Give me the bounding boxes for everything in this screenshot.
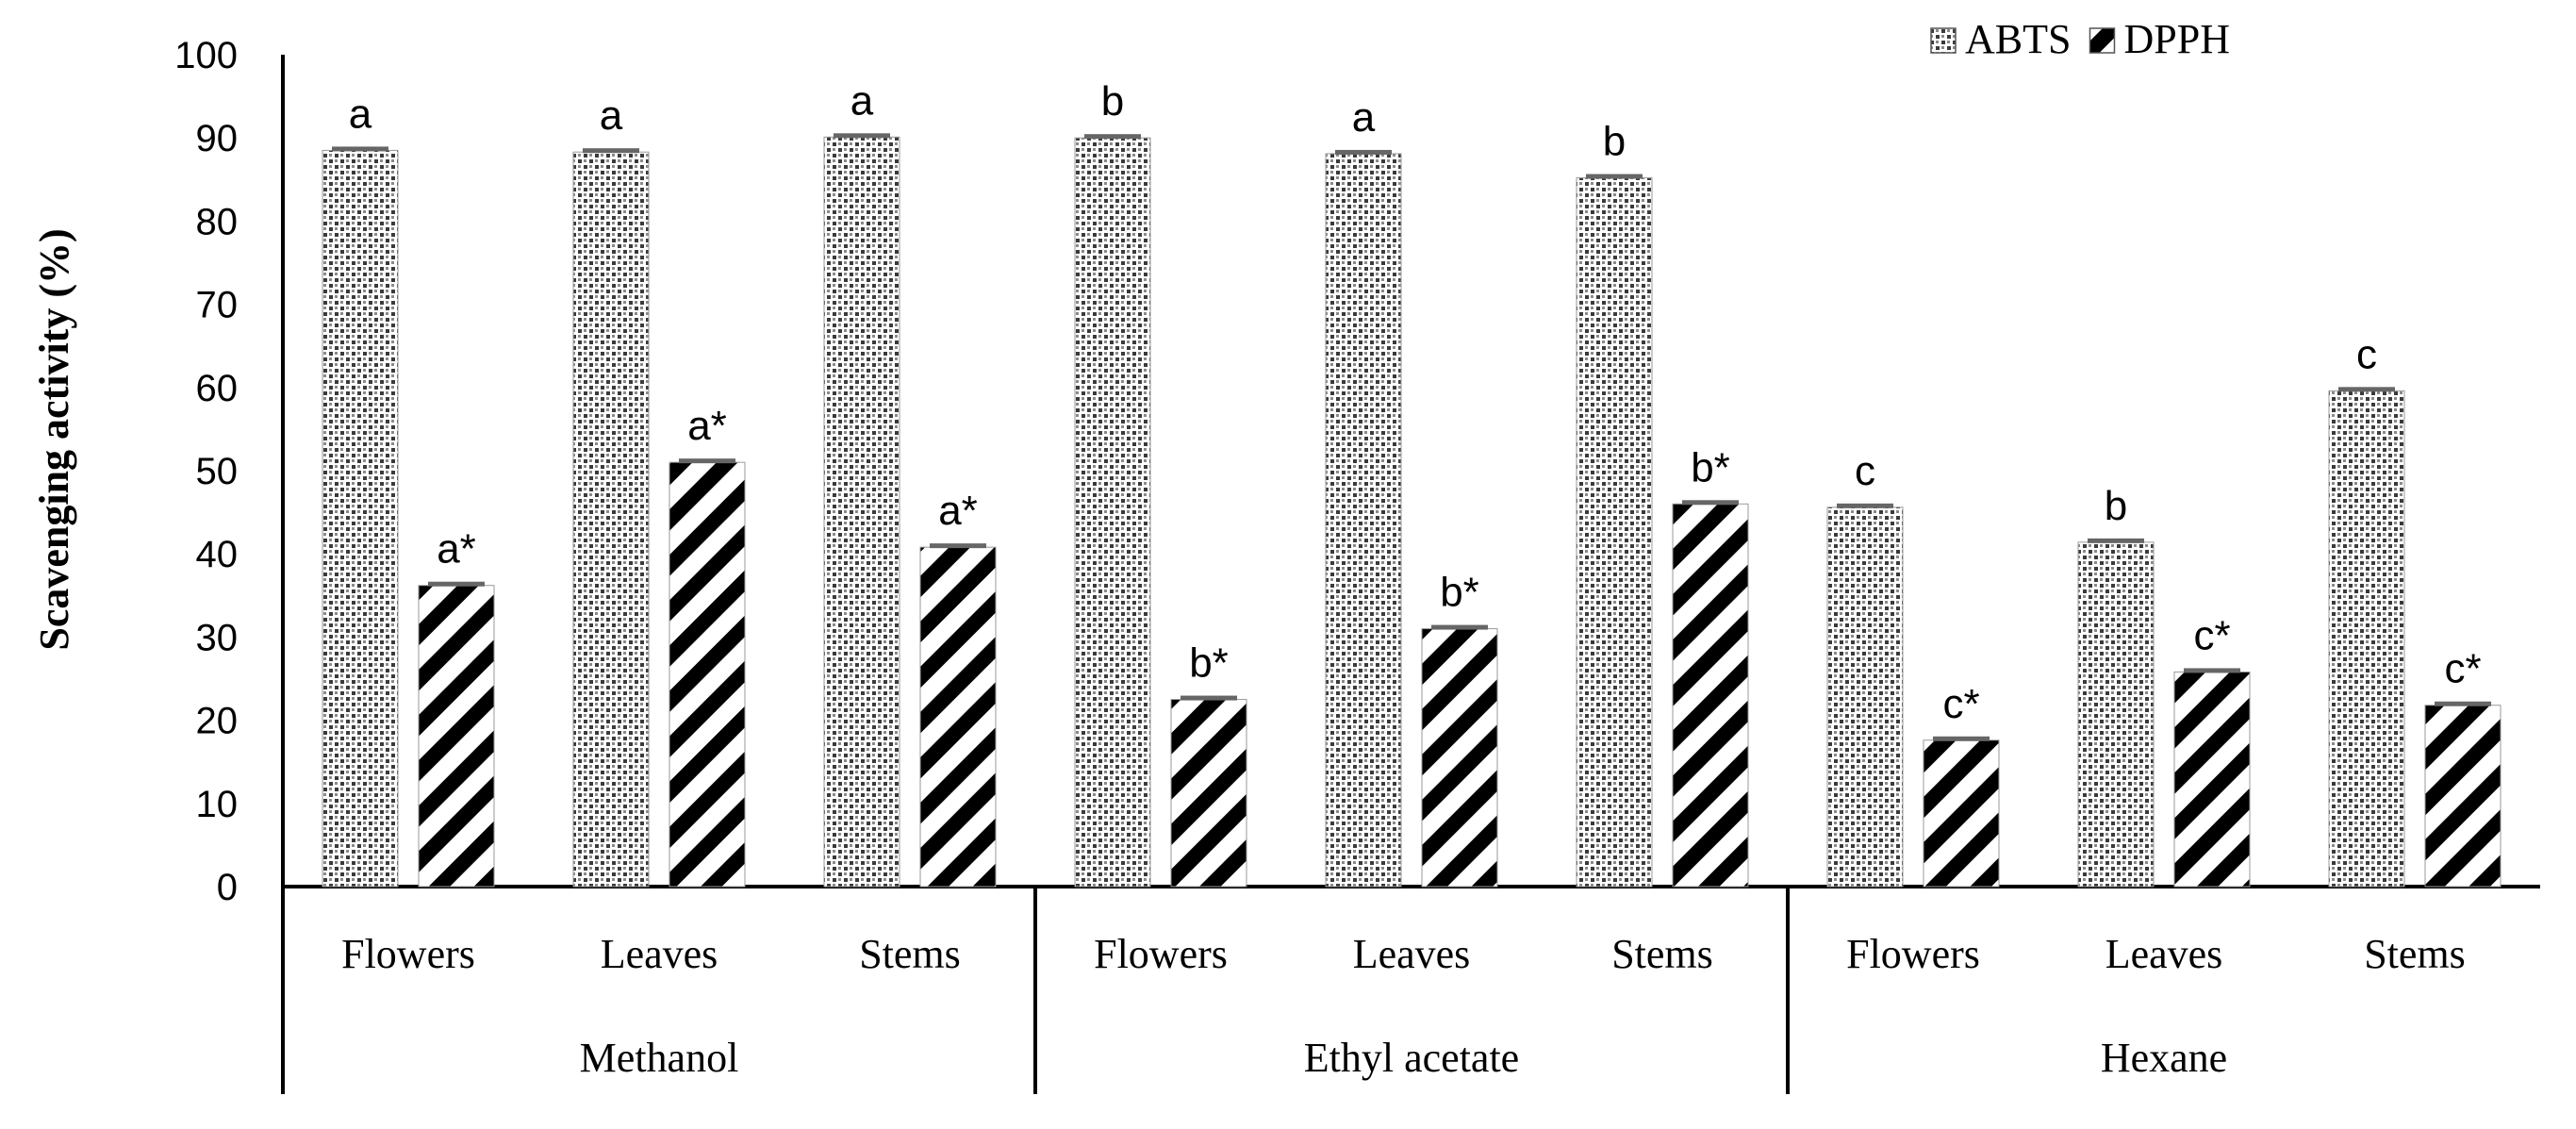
dpph-bar — [1421, 628, 1498, 888]
legend-label-dpph: DPPH — [2123, 16, 2230, 62]
legend-swatch-abts — [1930, 27, 1957, 54]
error-bar-cap — [679, 458, 735, 464]
significance-letter: a — [1352, 94, 1376, 141]
y-tick-label: 80 — [196, 201, 239, 242]
dpph-bar — [418, 585, 495, 888]
significance-letter: a* — [938, 488, 978, 534]
y-axis-label: Scavenging activity (%) — [31, 228, 77, 650]
significance-letter: a* — [437, 526, 476, 573]
dpph-bar — [1923, 739, 2000, 888]
category-label: Flowers — [1846, 931, 1980, 977]
dpph-bar — [919, 546, 997, 888]
category-label: Flowers — [1094, 931, 1228, 977]
abts-bar — [1325, 153, 1402, 888]
significance-letter: b* — [1691, 444, 1730, 490]
y-tick-label: 10 — [196, 784, 239, 825]
significance-letter: c — [1855, 448, 1875, 494]
y-tick-label: 0 — [217, 867, 238, 908]
significance-letter: a* — [687, 403, 727, 449]
abts-bar — [2077, 541, 2155, 888]
error-bar-cap — [2435, 701, 2491, 706]
error-bar-cap — [1682, 500, 1739, 506]
category-label: Leaves — [1353, 931, 1471, 977]
y-tick-label: 20 — [196, 701, 239, 742]
abts-bar — [1074, 137, 1151, 888]
significance-letter: c* — [2444, 646, 2481, 692]
significance-letters: a a* a a* a a* b b* a b* b b* c c* b c* c c* — [349, 77, 2482, 726]
group-label: Methanol — [580, 1035, 739, 1081]
significance-letter: b — [1603, 119, 1626, 165]
category-label: Flowers — [341, 931, 475, 977]
group-label: Hexane — [2101, 1035, 2227, 1081]
significance-letter: b — [2105, 483, 2127, 529]
error-bar-cap — [1837, 503, 1893, 508]
significance-letter: a — [349, 91, 372, 137]
dpph-bar — [2424, 705, 2502, 888]
significance-letter: c — [2356, 331, 2377, 377]
y-tick-label: 60 — [196, 368, 239, 409]
category-label: Stems — [2364, 931, 2466, 977]
significance-letter: a — [850, 77, 874, 124]
error-bar-cap — [930, 543, 986, 549]
category-label: Stems — [1611, 931, 1713, 977]
significance-letter: c* — [2193, 612, 2230, 658]
error-bar-cap — [332, 146, 388, 152]
significance-letter: a — [600, 92, 623, 139]
dpph-bar — [1672, 503, 1749, 888]
abts-bar — [1576, 177, 1653, 888]
bars — [322, 133, 2502, 888]
category-label: Stems — [859, 931, 961, 977]
significance-letter: c* — [1942, 681, 1979, 727]
error-bar-cap — [2088, 538, 2144, 543]
error-bar-cap — [2338, 387, 2395, 392]
legend: ABTS DPPH — [1930, 16, 2230, 62]
abts-bar — [2328, 390, 2405, 888]
group-label: Ethyl acetate — [1304, 1035, 1519, 1081]
category-label: Leaves — [601, 931, 718, 977]
y-axis-ticks: 0 10 20 30 40 50 60 70 80 90 100 — [174, 35, 238, 908]
y-tick-label: 30 — [196, 617, 239, 658]
dpph-bar — [2173, 671, 2251, 888]
error-bar-cap — [834, 133, 890, 139]
y-tick-label: 40 — [196, 534, 239, 575]
error-bar-cap — [1933, 736, 1990, 741]
y-tick-label: 90 — [196, 118, 239, 159]
error-bar-cap — [1335, 149, 1392, 155]
error-bar-cap — [1586, 174, 1643, 179]
significance-letter: b* — [1189, 640, 1229, 687]
error-bar-cap — [428, 581, 485, 587]
x-axis-categories: Flowers Leaves Stems Methanol Flowers Leaves S… — [341, 931, 2466, 1081]
dpph-bar — [1170, 699, 1247, 888]
error-bar-cap — [1181, 695, 1237, 701]
y-tick-label: 70 — [196, 285, 239, 326]
error-bar-cap — [1084, 134, 1141, 140]
significance-letter: b* — [1440, 570, 1479, 616]
abts-bar — [1826, 506, 1904, 888]
abts-bar — [322, 149, 399, 888]
y-tick-label: 50 — [196, 451, 239, 492]
error-bar-cap — [2184, 668, 2240, 673]
legend-label-abts: ABTS — [1965, 16, 2071, 62]
dpph-bar — [669, 461, 746, 888]
y-tick-label: 100 — [174, 35, 238, 76]
category-label: Leaves — [2105, 931, 2223, 977]
abts-bar — [823, 136, 900, 888]
error-bar-cap — [1431, 624, 1488, 630]
significance-letter: b — [1101, 78, 1124, 125]
axes — [281, 55, 2540, 1094]
error-bar-cap — [583, 148, 639, 154]
legend-swatch-dpph — [2089, 27, 2116, 54]
abts-bar — [572, 151, 650, 888]
